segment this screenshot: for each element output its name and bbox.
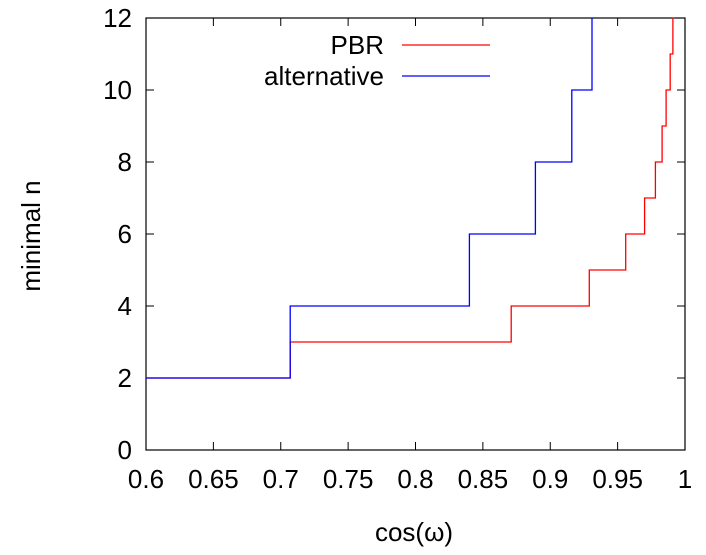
x-tick-label: 0.95 — [592, 464, 643, 494]
x-axis-label: cos(ω) — [375, 517, 453, 547]
series-line-pbr — [146, 17, 675, 379]
y-tick-label: 10 — [103, 75, 132, 105]
y-axis-ticks: 0 2 4 6 8 10 12 — [103, 3, 685, 465]
y-tick-label: 6 — [118, 219, 132, 249]
x-tick-label: 0.7 — [263, 464, 299, 494]
legend-label-alternative: alternative — [264, 61, 384, 91]
x-tick-label: 0.6 — [128, 464, 164, 494]
x-tick-label: 0.85 — [458, 464, 509, 494]
y-tick-label: 2 — [118, 363, 132, 393]
x-tick-label: 0.8 — [397, 464, 433, 494]
x-tick-label: 0.9 — [532, 464, 568, 494]
series-line-alternative — [146, 18, 593, 379]
legend-label-pbr: PBR — [331, 30, 384, 60]
x-tick-label: 0.75 — [323, 464, 374, 494]
y-tick-label: 4 — [118, 291, 132, 321]
x-tick-label: 0.65 — [188, 464, 239, 494]
y-tick-label: 0 — [118, 435, 132, 465]
plot-border — [145, 17, 686, 451]
x-axis-ticks: 0.6 0.65 0.7 0.75 0.8 0.85 0.9 0.95 1 — [128, 18, 692, 494]
y-axis-label: minimal n — [16, 180, 46, 291]
plot-frame — [145, 17, 686, 451]
x-tick-label: 1 — [678, 464, 692, 494]
series-lines — [146, 17, 675, 379]
y-tick-label: 8 — [118, 147, 132, 177]
y-tick-label: 12 — [103, 3, 132, 33]
